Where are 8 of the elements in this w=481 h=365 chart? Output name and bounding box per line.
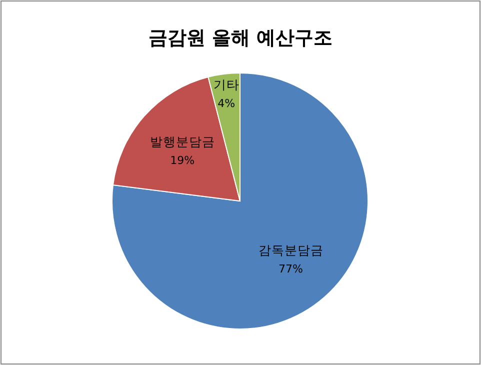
slice-label: 기타 [213,77,240,92]
data-label: 19% [170,154,195,168]
pie-slice [112,72,368,330]
data-label: 77% [278,262,304,276]
chart-title: 금감원 올해 예산구조 [148,27,333,49]
data-label: 4% [218,97,236,110]
slice-label: 발행분담금 [150,134,215,150]
slice-label: 감독분담금 [258,242,324,258]
